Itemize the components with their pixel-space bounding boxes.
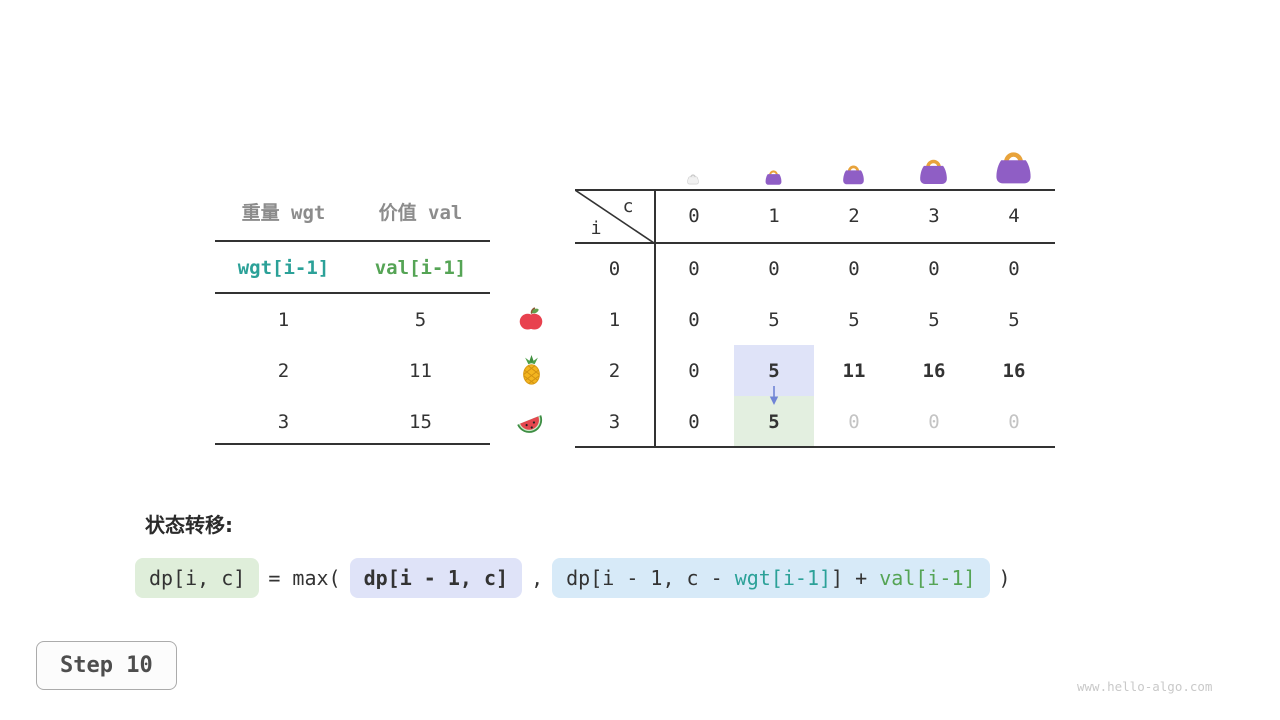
dp-cell-1-3: 5	[928, 308, 940, 331]
dp-cell-2-4: 16	[1002, 359, 1026, 382]
dp-cell-3-0: 0	[688, 410, 700, 433]
dp-col-header-1: 1	[768, 205, 780, 227]
dp-cell-3-2: 0	[848, 410, 860, 433]
left-table-cell-wgt-3: 3	[277, 411, 290, 433]
apple-icon	[519, 307, 543, 330]
formula-option2-wgt: wgt[i-1]	[734, 566, 832, 590]
dp-table-line-header	[575, 242, 1055, 244]
transition-heading: 状态转移:	[145, 513, 233, 537]
dp-cell-1-2: 5	[848, 308, 860, 331]
left-table-divider-mid	[215, 292, 490, 294]
left-table-cell-wgt-2: 2	[277, 360, 290, 382]
dp-col-header-2: 2	[848, 205, 860, 227]
dp-cell-2-0: 0	[688, 359, 700, 382]
dp-table-line-vertical	[654, 189, 656, 447]
dp-corner-row-label: i	[590, 217, 602, 239]
bag-capacity-3-icon	[920, 159, 947, 184]
bag-capacity-4-icon	[996, 152, 1031, 184]
watermelon-icon	[517, 415, 543, 433]
pineapple-icon	[523, 355, 540, 385]
dp-table-line-top	[575, 189, 1055, 191]
formula-close-paren: )	[998, 566, 1011, 590]
left-table-cell-val-3: 15	[409, 411, 432, 433]
transition-arrow-icon	[769, 386, 779, 405]
dp-cell-0-3: 0	[928, 257, 940, 280]
left-table-cell-val-2: 11	[409, 360, 432, 382]
dp-table-line-bottom	[575, 446, 1055, 448]
left-table-header-weight: 重量 wgt	[241, 201, 326, 224]
formula-option2-middle: ] +	[831, 566, 880, 590]
dp-row-label-0: 0	[608, 257, 621, 280]
dp-cell-1-0: 0	[688, 308, 700, 331]
transition-formula: dp[i, c] = max( dp[i - 1, c] , dp[i - 1,…	[135, 558, 1020, 598]
left-table-cell-wgt-1: 1	[277, 309, 290, 331]
dp-cell-0-4: 0	[1008, 257, 1020, 280]
left-table-divider-top	[215, 240, 490, 242]
formula-option2-box: dp[i - 1, c - wgt[i-1]] + val[i-1]	[552, 558, 990, 598]
dp-cell-3-4: 0	[1008, 410, 1020, 433]
formula-option1-box: dp[i - 1, c]	[349, 558, 523, 598]
dp-cell-2-1-source: 5	[768, 359, 780, 382]
watermark: www.hello-algo.com	[1077, 679, 1213, 694]
bag-capacity-2-icon	[843, 165, 864, 185]
dp-cell-1-4: 5	[1008, 308, 1020, 331]
dp-corner-col-label: c	[622, 195, 634, 217]
dp-cell-2-2: 11	[842, 359, 866, 382]
bag-capacity-1-icon	[765, 170, 782, 185]
dp-cell-2-3: 16	[922, 359, 946, 382]
dp-cell-0-2: 0	[848, 257, 860, 280]
left-table-divider-bottom	[215, 443, 490, 445]
left-table-val-formula: val[i-1]	[374, 257, 467, 279]
step-badge: Step 10	[36, 641, 177, 690]
dp-cell-0-0: 0	[688, 257, 700, 280]
formula-lhs-box: dp[i, c]	[135, 558, 260, 598]
dp-col-header-0: 0	[688, 205, 700, 227]
bag-capacity-0-icon	[687, 174, 699, 185]
formula-option2-val: val[i-1]	[879, 566, 976, 590]
dp-col-header-4: 4	[1008, 205, 1020, 227]
formula-option2-prefix: dp[i - 1, c -	[566, 566, 735, 590]
dp-row-label-3: 3	[608, 410, 621, 433]
left-table-cell-val-1: 5	[414, 309, 427, 331]
dp-row-label-2: 2	[608, 359, 621, 382]
left-table-header-value: 价值 val	[378, 201, 463, 224]
dp-row-label-1: 1	[608, 308, 621, 331]
dp-cell-3-3: 0	[928, 410, 940, 433]
dp-cell-3-1-target: 5	[768, 410, 780, 433]
dp-cell-1-1: 5	[768, 308, 780, 331]
formula-equals-max: = max(	[268, 566, 341, 590]
dp-cell-0-1: 0	[768, 257, 780, 280]
dp-corner-diagonal	[575, 190, 654, 243]
formula-comma: ,	[531, 566, 544, 590]
dp-col-header-3: 3	[928, 205, 940, 227]
left-table-wgt-formula: wgt[i-1]	[237, 257, 330, 279]
